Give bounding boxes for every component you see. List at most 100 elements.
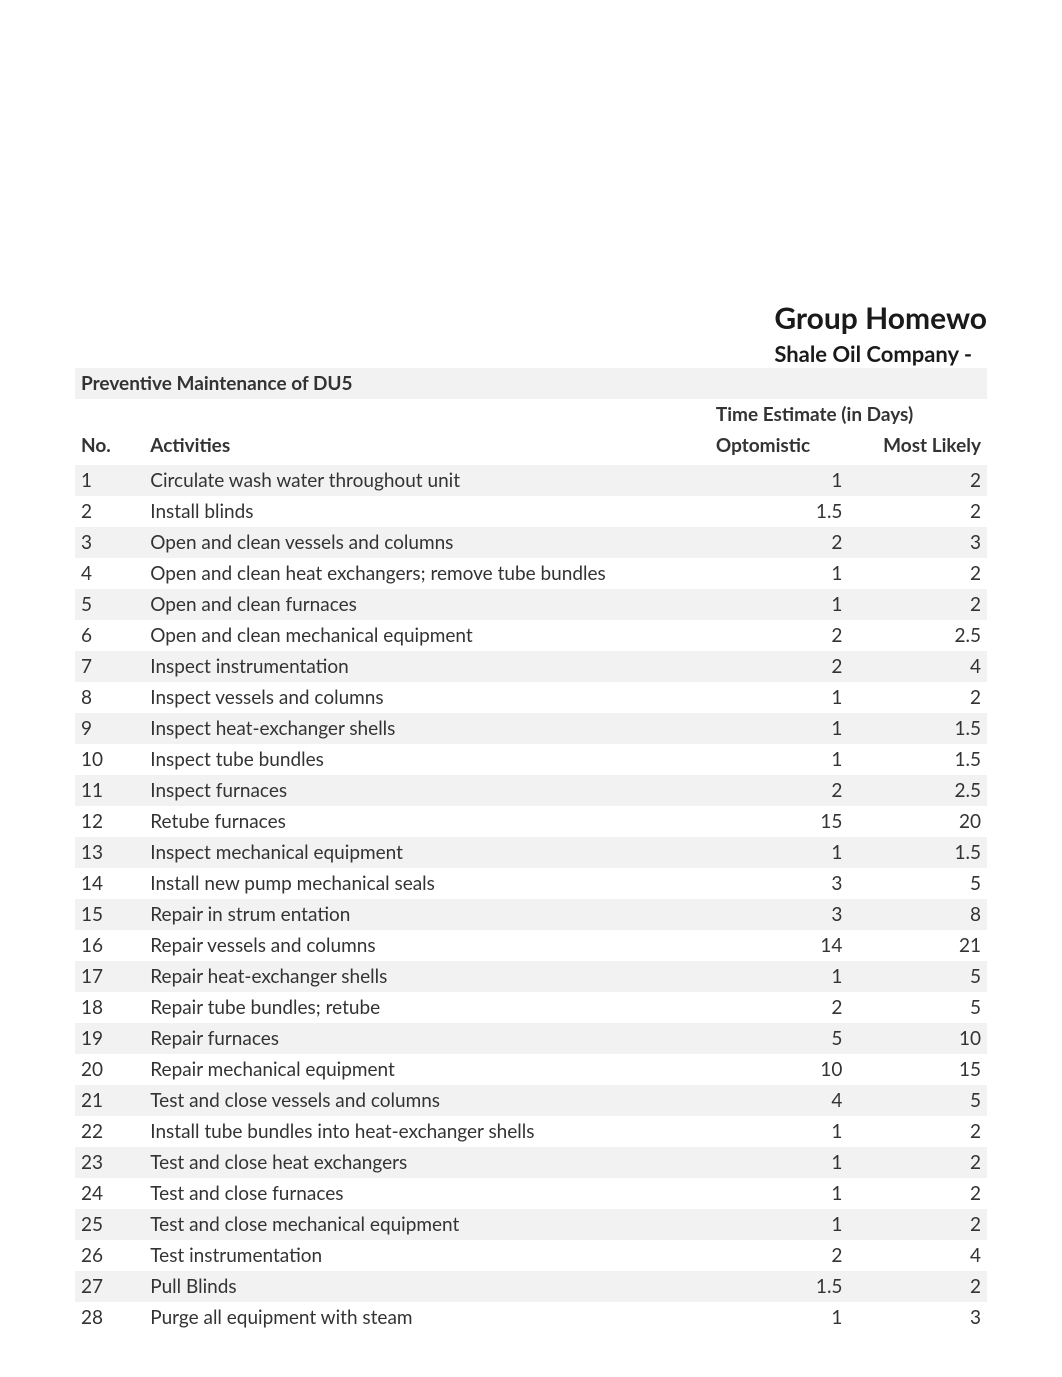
blank-cell (75, 399, 710, 430)
table-row: 6Open and clean mechanical equipment22.5 (75, 620, 987, 651)
cell-optimistic: 1 (710, 744, 849, 775)
table-row: 3Open and clean vessels and columns23 (75, 527, 987, 558)
table-row: 28Purge all equipment with steam13 (75, 1302, 987, 1333)
cell-activity: Inspect furnaces (144, 775, 710, 806)
cell-no: 8 (75, 682, 144, 713)
cell-activity: Inspect tube bundles (144, 744, 710, 775)
column-header-most-likely: Most Likely (848, 430, 987, 465)
table-row: 5Open and clean furnaces12 (75, 589, 987, 620)
cell-activity: Install tube bundles into heat-exchanger… (144, 1116, 710, 1147)
table-row: 11Inspect furnaces22.5 (75, 775, 987, 806)
cell-activity: Open and clean mechanical equipment (144, 620, 710, 651)
table-row: 13Inspect mechanical equipment11.5 (75, 837, 987, 868)
table-row: 14Install new pump mechanical seals35 (75, 868, 987, 899)
cell-activity: Test and close furnaces (144, 1178, 710, 1209)
cell-optimistic: 1 (710, 558, 849, 589)
cell-most-likely: 5 (848, 1085, 987, 1116)
cell-no: 16 (75, 930, 144, 961)
cell-most-likely: 15 (848, 1054, 987, 1085)
cell-activity: Repair vessels and columns (144, 930, 710, 961)
cell-most-likely: 4 (848, 1240, 987, 1271)
cell-no: 24 (75, 1178, 144, 1209)
cell-no: 28 (75, 1302, 144, 1333)
table-row: 23Test and close heat exchangers12 (75, 1147, 987, 1178)
cell-most-likely: 8 (848, 899, 987, 930)
table-body: 1Circulate wash water throughout unit122… (75, 465, 987, 1333)
table-row: 22Install tube bundles into heat-exchang… (75, 1116, 987, 1147)
cell-activity: Purge all equipment with steam (144, 1302, 710, 1333)
cell-most-likely: 2.5 (848, 620, 987, 651)
cell-no: 2 (75, 496, 144, 527)
column-header-optimistic: Optomistic (710, 430, 849, 465)
cell-activity: Install new pump mechanical seals (144, 868, 710, 899)
cell-optimistic: 2 (710, 651, 849, 682)
cell-no: 20 (75, 1054, 144, 1085)
cell-most-likely: 2 (848, 496, 987, 527)
cell-most-likely: 20 (848, 806, 987, 837)
cell-most-likely: 1.5 (848, 837, 987, 868)
sub-title: Shale Oil Company - (774, 340, 987, 367)
table-row: 4Open and clean heat exchangers; remove … (75, 558, 987, 589)
cell-optimistic: 2 (710, 992, 849, 1023)
main-title: Group Homewo (774, 300, 987, 336)
cell-activity: Repair heat-exchanger shells (144, 961, 710, 992)
cell-optimistic: 2 (710, 620, 849, 651)
cell-activity: Open and clean furnaces (144, 589, 710, 620)
table-row: 10Inspect tube bundles11.5 (75, 744, 987, 775)
cell-activity: Open and clean vessels and columns (144, 527, 710, 558)
content-area: Preventive Maintenance of DU5 Time Estim… (75, 368, 987, 1333)
cell-most-likely: 5 (848, 992, 987, 1023)
maintenance-table: Preventive Maintenance of DU5 Time Estim… (75, 368, 987, 1333)
table-row: 15Repair in strum entation38 (75, 899, 987, 930)
cell-optimistic: 3 (710, 868, 849, 899)
table-row: 7Inspect instrumentation24 (75, 651, 987, 682)
cell-optimistic: 2 (710, 775, 849, 806)
estimate-header-spacer (710, 368, 987, 399)
cell-no: 21 (75, 1085, 144, 1116)
cell-optimistic: 4 (710, 1085, 849, 1116)
table-row: 17Repair heat-exchanger shells15 (75, 961, 987, 992)
table-row: 9Inspect heat-exchanger shells11.5 (75, 713, 987, 744)
cell-activity: Repair furnaces (144, 1023, 710, 1054)
cell-most-likely: 4 (848, 651, 987, 682)
table-row: 19Repair furnaces510 (75, 1023, 987, 1054)
cell-most-likely: 2 (848, 1271, 987, 1302)
table-row: 26Test instrumentation24 (75, 1240, 987, 1271)
cell-no: 10 (75, 744, 144, 775)
cell-no: 25 (75, 1209, 144, 1240)
column-header-activities: Activities (144, 430, 710, 465)
cell-optimistic: 1.5 (710, 496, 849, 527)
table-row: 1Circulate wash water throughout unit12 (75, 465, 987, 496)
cell-most-likely: 5 (848, 868, 987, 899)
cell-no: 22 (75, 1116, 144, 1147)
cell-most-likely: 2 (848, 558, 987, 589)
column-header-no: No. (75, 430, 144, 465)
cell-activity: Open and clean heat exchangers; remove t… (144, 558, 710, 589)
cell-no: 7 (75, 651, 144, 682)
cell-no: 19 (75, 1023, 144, 1054)
table-row: 20Repair mechanical equipment1015 (75, 1054, 987, 1085)
cell-no: 18 (75, 992, 144, 1023)
cell-most-likely: 21 (848, 930, 987, 961)
cell-activity: Install blinds (144, 496, 710, 527)
cell-optimistic: 15 (710, 806, 849, 837)
cell-optimistic: 1.5 (710, 1271, 849, 1302)
cell-activity: Pull Blinds (144, 1271, 710, 1302)
cell-most-likely: 2.5 (848, 775, 987, 806)
cell-activity: Repair in strum entation (144, 899, 710, 930)
cell-optimistic: 1 (710, 1116, 849, 1147)
cell-activity: Repair tube bundles; retube (144, 992, 710, 1023)
cell-no: 4 (75, 558, 144, 589)
cell-activity: Circulate wash water throughout unit (144, 465, 710, 496)
table-row: 16Repair vessels and columns1421 (75, 930, 987, 961)
cell-no: 11 (75, 775, 144, 806)
table-row: 8Inspect vessels and columns12 (75, 682, 987, 713)
cell-optimistic: 1 (710, 837, 849, 868)
cell-activity: Inspect mechanical equipment (144, 837, 710, 868)
cell-activity: Test and close mechanical equipment (144, 1209, 710, 1240)
cell-no: 15 (75, 899, 144, 930)
cell-activity: Inspect vessels and columns (144, 682, 710, 713)
cell-no: 3 (75, 527, 144, 558)
cell-optimistic: 1 (710, 465, 849, 496)
cell-optimistic: 1 (710, 713, 849, 744)
